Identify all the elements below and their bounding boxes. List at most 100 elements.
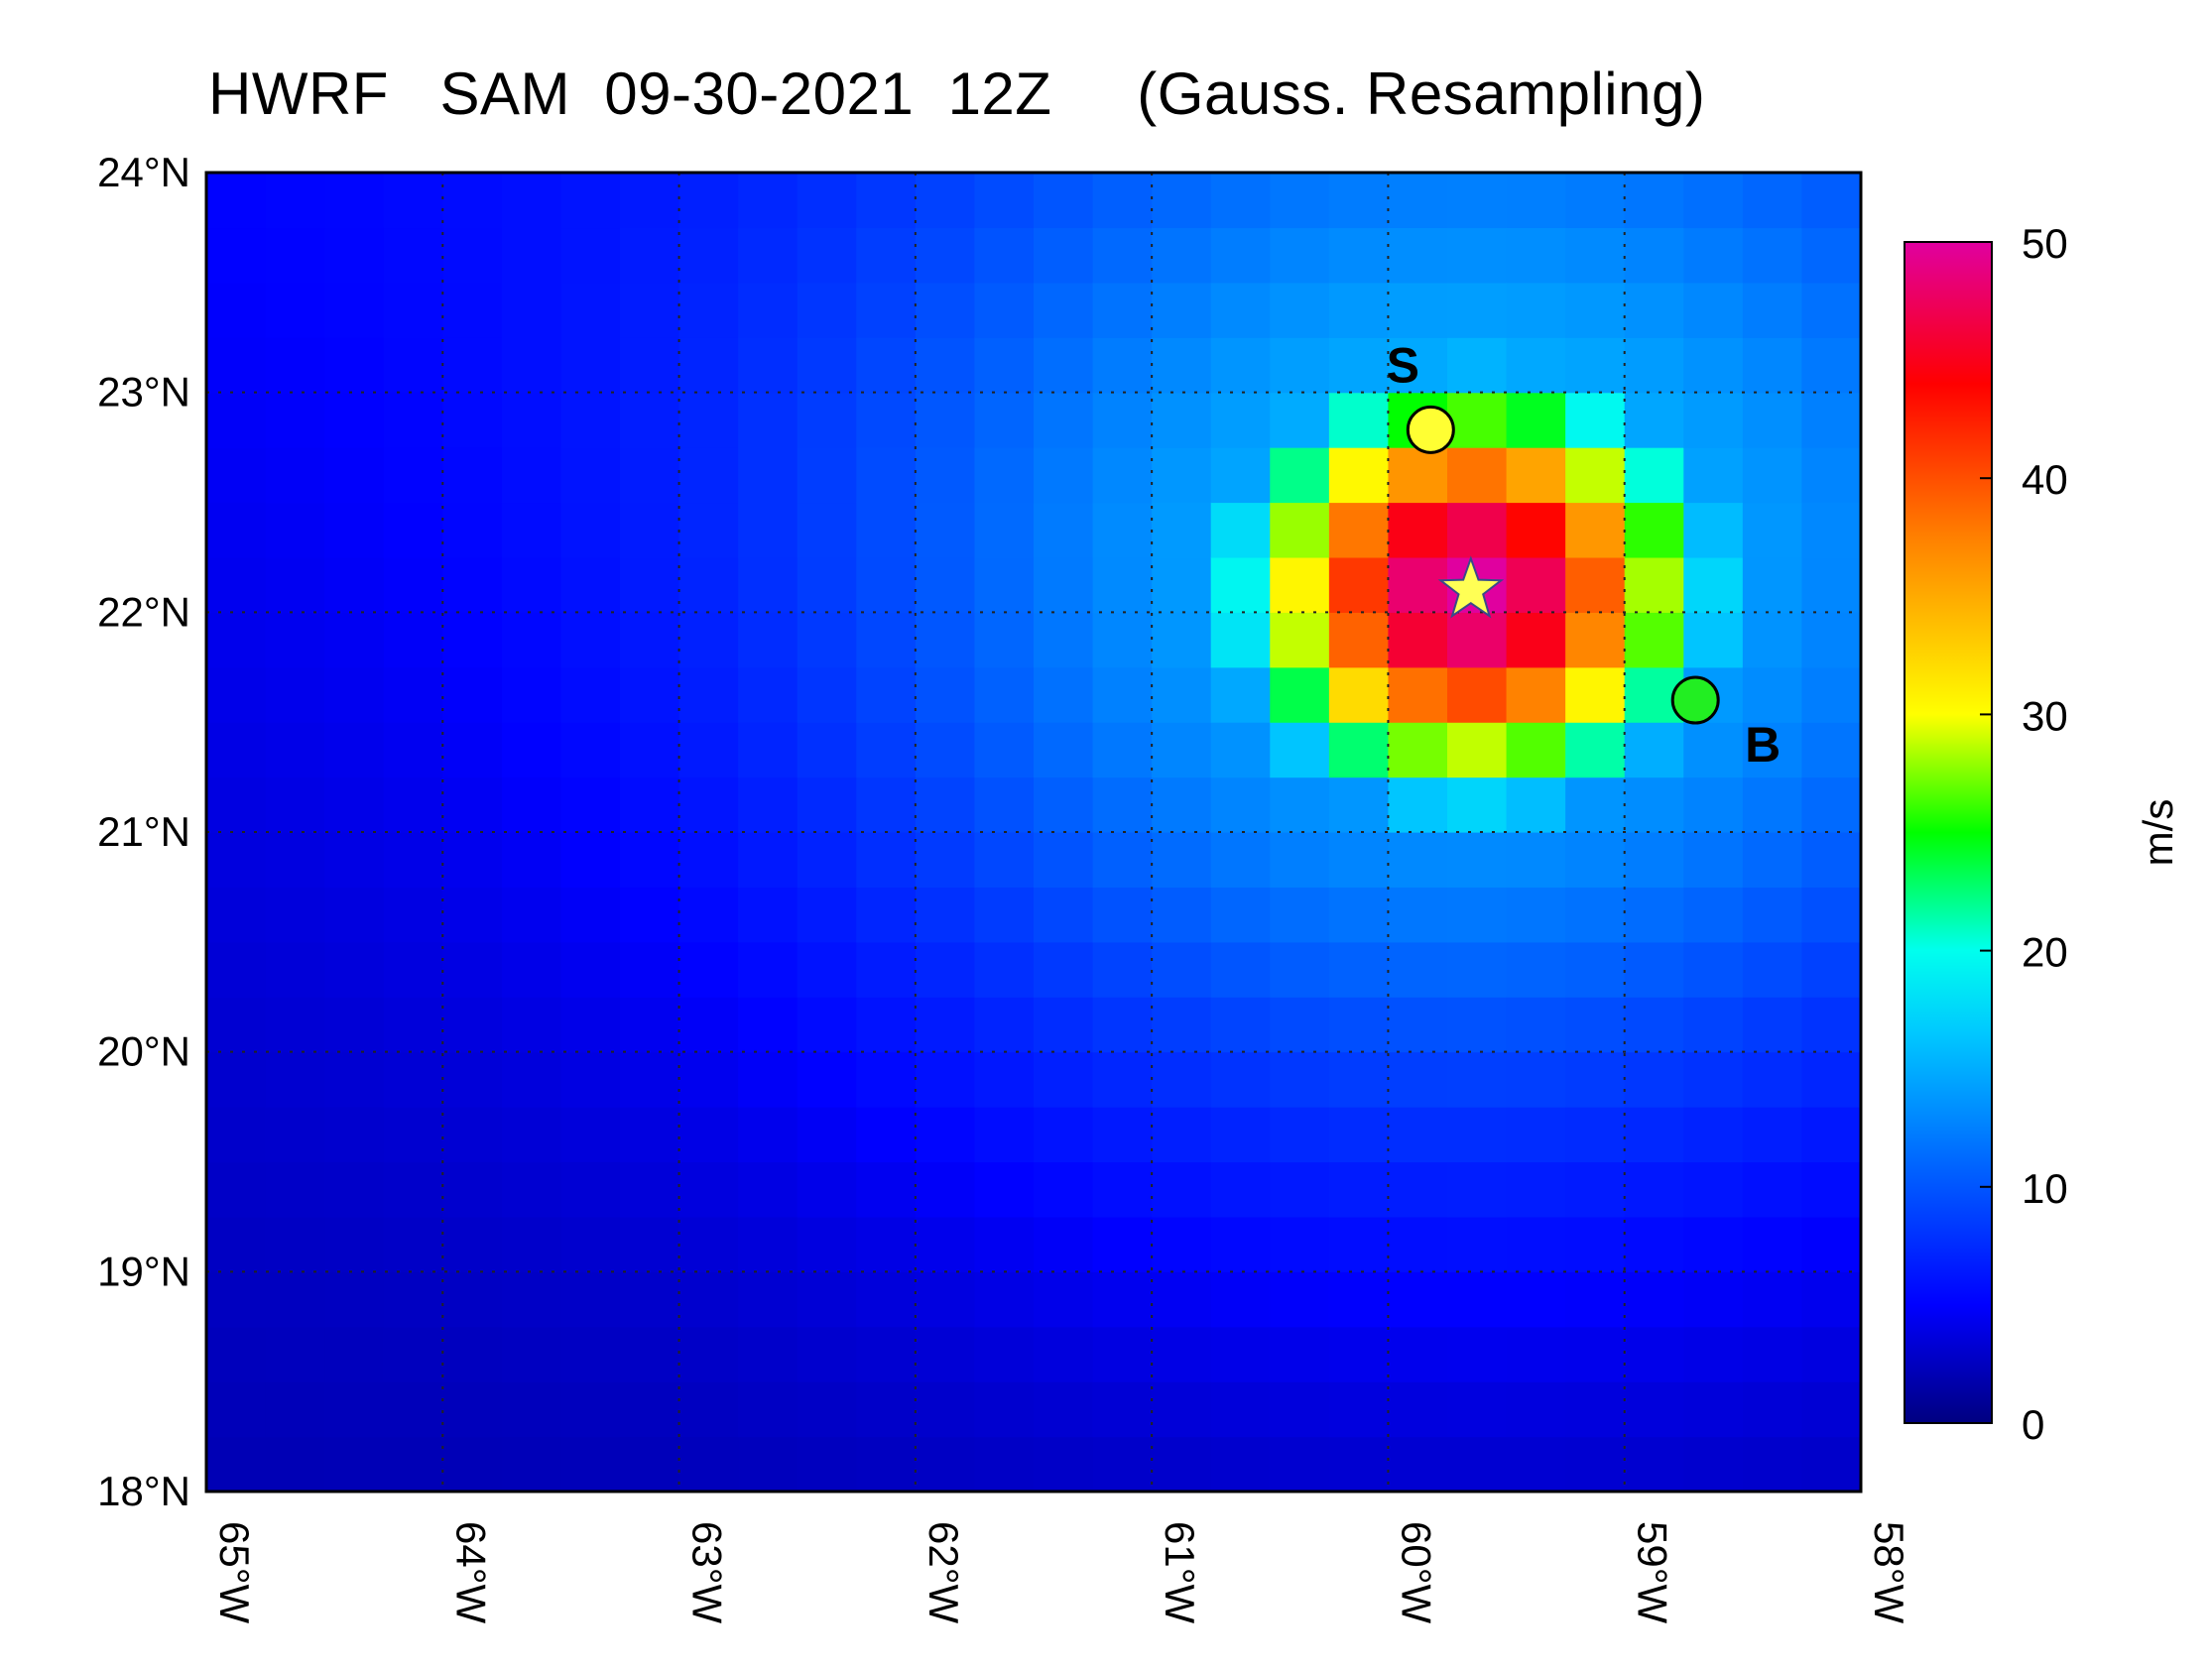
wind-cell bbox=[1624, 941, 1684, 998]
wind-cell bbox=[501, 1271, 562, 1328]
wind-cell bbox=[1683, 502, 1744, 558]
wind-cell bbox=[974, 1107, 1035, 1163]
wind-cell bbox=[1565, 502, 1626, 558]
wind-cell bbox=[1624, 1051, 1684, 1108]
wind-cell bbox=[442, 1381, 503, 1438]
wind-cell bbox=[206, 337, 267, 394]
wind-cell bbox=[1447, 887, 1508, 943]
wind-cell bbox=[1210, 1216, 1271, 1272]
wind-cell bbox=[1624, 392, 1684, 448]
wind-cell bbox=[1034, 887, 1094, 943]
wind-cell bbox=[797, 997, 857, 1053]
wind-cell bbox=[1506, 556, 1566, 613]
wind-cell bbox=[1742, 832, 1803, 889]
wind-cell bbox=[501, 887, 562, 943]
wind-cell bbox=[265, 722, 325, 778]
wind-cell bbox=[206, 556, 267, 613]
wind-cell bbox=[1034, 337, 1094, 394]
wind-cell bbox=[383, 447, 443, 504]
wind-cell bbox=[324, 997, 385, 1053]
wind-cell bbox=[1506, 1326, 1566, 1382]
wind-cell bbox=[383, 722, 443, 778]
wind-cell bbox=[797, 173, 857, 229]
wind-cell bbox=[1270, 392, 1330, 448]
wind-cell bbox=[1506, 447, 1566, 504]
wind-cell bbox=[1270, 1436, 1330, 1492]
wind-cell bbox=[442, 887, 503, 943]
marker-S-icon bbox=[1406, 405, 1455, 454]
wind-cell bbox=[678, 227, 739, 284]
wind-cell bbox=[1624, 173, 1684, 229]
wind-cell bbox=[1210, 447, 1271, 504]
wind-cell bbox=[1210, 227, 1271, 284]
wind-cell bbox=[1447, 666, 1508, 723]
wind-cell bbox=[1683, 1381, 1744, 1438]
wind-cell bbox=[856, 1436, 917, 1492]
wind-cell bbox=[501, 556, 562, 613]
wind-cell bbox=[856, 1381, 917, 1438]
latitude-tick-label: 19°N bbox=[97, 1248, 190, 1294]
wind-cell bbox=[265, 887, 325, 943]
wind-cell bbox=[265, 447, 325, 504]
wind-cell bbox=[738, 173, 799, 229]
wind-cell bbox=[678, 997, 739, 1053]
wind-cell bbox=[1506, 337, 1566, 394]
wind-cell bbox=[1328, 337, 1390, 394]
wind-cell bbox=[1210, 612, 1271, 668]
wind-cell bbox=[324, 1436, 385, 1492]
wind-cell bbox=[1092, 666, 1153, 723]
wind-cell bbox=[1388, 666, 1448, 723]
wind-cell bbox=[1801, 502, 1862, 558]
wind-cell bbox=[1506, 1271, 1566, 1328]
wind-cell bbox=[856, 832, 917, 889]
wind-cell bbox=[797, 722, 857, 778]
wind-cell bbox=[1683, 887, 1744, 943]
wind-cell bbox=[1683, 1051, 1744, 1108]
wind-cell bbox=[442, 227, 503, 284]
wind-cell bbox=[206, 666, 267, 723]
wind-cell bbox=[442, 282, 503, 338]
wind-cell bbox=[738, 1107, 799, 1163]
wind-cell bbox=[501, 392, 562, 448]
wind-cell bbox=[1801, 173, 1862, 229]
wind-cell bbox=[265, 1161, 325, 1218]
wind-cell bbox=[1683, 612, 1744, 668]
longitude-tick-label: 65°W bbox=[211, 1521, 258, 1624]
wind-cell bbox=[383, 1161, 443, 1218]
wind-cell bbox=[1801, 666, 1862, 723]
wind-cell bbox=[1034, 832, 1094, 889]
wind-cell bbox=[442, 1161, 503, 1218]
wind-cell bbox=[1388, 227, 1448, 284]
wind-cell bbox=[678, 941, 739, 998]
wind-cell bbox=[265, 1381, 325, 1438]
wind-cell bbox=[678, 1051, 739, 1108]
wind-cell bbox=[1565, 1326, 1626, 1382]
wind-cell bbox=[856, 1051, 917, 1108]
wind-cell bbox=[797, 1161, 857, 1218]
wind-cell bbox=[974, 502, 1035, 558]
wind-cell bbox=[1092, 1326, 1153, 1382]
wind-cell bbox=[797, 832, 857, 889]
wind-cell bbox=[383, 556, 443, 613]
wind-cell bbox=[797, 1216, 857, 1272]
wind-cell bbox=[620, 282, 680, 338]
wind-cell bbox=[915, 997, 976, 1053]
wind-cell bbox=[560, 1326, 621, 1382]
wind-cell bbox=[856, 502, 917, 558]
wind-cell bbox=[1683, 997, 1744, 1053]
wind-cell bbox=[1152, 776, 1212, 833]
wind-cell bbox=[1506, 502, 1566, 558]
wind-cell bbox=[1328, 173, 1390, 229]
wind-cell bbox=[974, 666, 1035, 723]
wind-cell bbox=[1210, 1161, 1271, 1218]
longitude-labels: 65°W 64°W 63°W 62°W 61°W 60°W 59°W 58°W bbox=[211, 1521, 1912, 1624]
wind-cell bbox=[620, 776, 680, 833]
wind-cell bbox=[1565, 666, 1626, 723]
wind-cell bbox=[1328, 832, 1390, 889]
wind-cell bbox=[797, 1107, 857, 1163]
wind-cell bbox=[738, 832, 799, 889]
wind-cell bbox=[1388, 1161, 1448, 1218]
wind-cell bbox=[738, 337, 799, 394]
wind-cell bbox=[1742, 1107, 1803, 1163]
wind-cell bbox=[324, 392, 385, 448]
